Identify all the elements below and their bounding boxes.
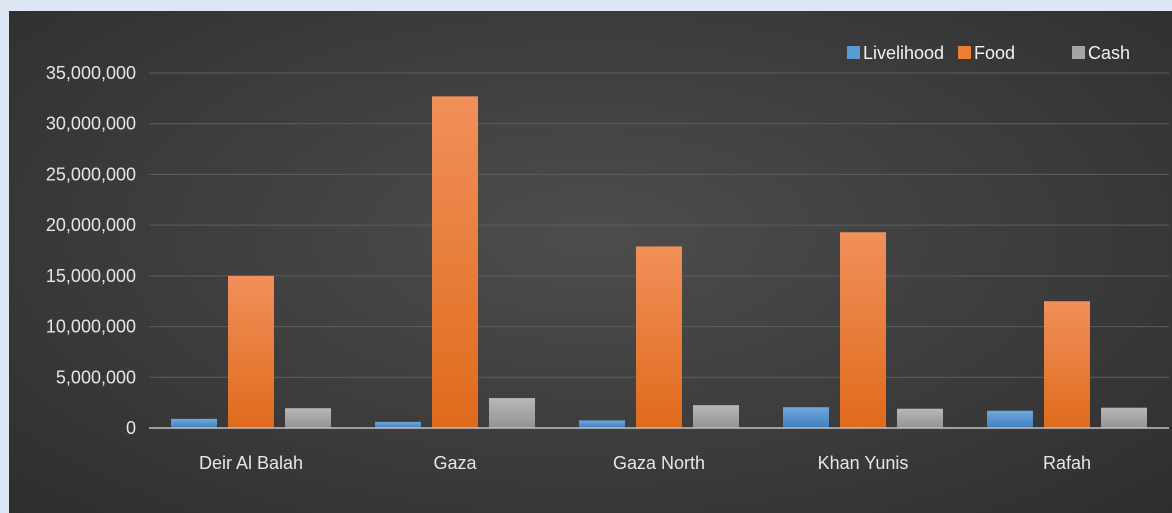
- x-tick-label: Gaza North: [613, 453, 705, 473]
- bar-livelihood: [987, 410, 1033, 428]
- x-tick-label: Rafah: [1043, 453, 1091, 473]
- y-tick-label: 5,000,000: [56, 367, 136, 387]
- legend-swatch-livelihood: [847, 46, 860, 59]
- bar-cash: [1101, 407, 1147, 428]
- legend: Livelihood Food Cash: [847, 43, 1130, 63]
- bar-livelihood: [375, 421, 421, 428]
- legend-swatch-food: [958, 46, 971, 59]
- legend-label-cash: Cash: [1088, 43, 1130, 63]
- y-tick-label: 15,000,000: [46, 266, 136, 286]
- x-tick-label: Khan Yunis: [818, 453, 909, 473]
- legend-label-food: Food: [974, 43, 1015, 63]
- y-tick-label: 20,000,000: [46, 215, 136, 235]
- bar-food: [636, 246, 682, 428]
- bar-food: [840, 232, 886, 428]
- x-axis-tick-labels: Deir Al Balah Gaza Gaza North Khan Yunis Raf…: [199, 453, 1091, 473]
- bar-cash: [489, 398, 535, 428]
- bar-food: [1044, 301, 1090, 428]
- bar-livelihood: [579, 420, 625, 428]
- y-tick-label: 25,000,000: [46, 164, 136, 184]
- legend-swatch-cash: [1072, 46, 1085, 59]
- bar-livelihood: [783, 407, 829, 428]
- x-tick-label: Deir Al Balah: [199, 453, 303, 473]
- bar-cash: [693, 405, 739, 428]
- bar-food: [228, 275, 274, 428]
- bar-chart: 0 5,000,000 10,000,000 15,000,000 20,000,000…: [46, 43, 1169, 473]
- bar-food: [432, 96, 478, 428]
- bar-cash: [897, 408, 943, 428]
- bars: [171, 96, 1147, 428]
- chart-area: 0 5,000,000 10,000,000 15,000,000 20,000,000…: [9, 11, 1172, 513]
- x-tick-label: Gaza: [433, 453, 477, 473]
- y-tick-label: 10,000,000: [46, 317, 136, 337]
- y-tick-label: 30,000,000: [46, 114, 136, 134]
- y-tick-label: 0: [126, 418, 136, 438]
- bar-livelihood: [171, 418, 217, 428]
- legend-label-livelihood: Livelihood: [863, 43, 944, 63]
- y-axis-tick-labels: 0 5,000,000 10,000,000 15,000,000 20,000,000…: [46, 63, 136, 438]
- y-tick-label: 35,000,000: [46, 63, 136, 83]
- bar-cash: [285, 408, 331, 428]
